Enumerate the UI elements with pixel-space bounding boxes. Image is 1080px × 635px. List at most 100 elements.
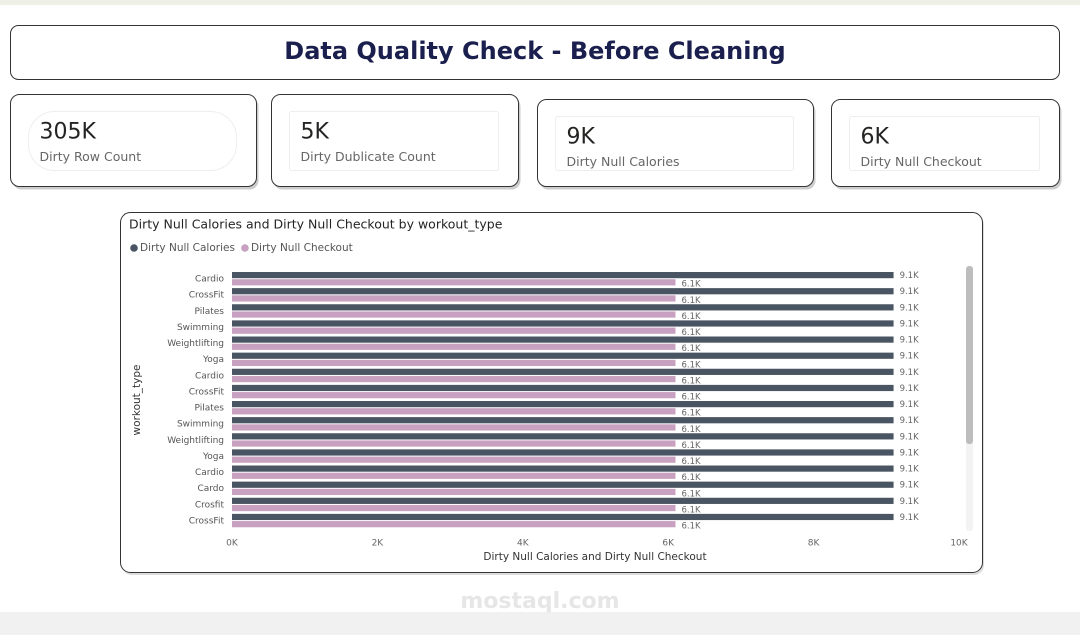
x-tick-label: 10K xyxy=(950,539,968,549)
value-label: 6.1K xyxy=(681,328,701,338)
value-label: 9.1K xyxy=(900,271,920,281)
value-label: 6.1K xyxy=(681,344,701,354)
value-label: 9.1K xyxy=(900,368,920,378)
bar xyxy=(232,424,676,431)
bar xyxy=(232,417,894,424)
x-tick-label: 6K xyxy=(662,539,675,549)
x-tick-label: 2K xyxy=(372,539,385,549)
x-tick-label: 8K xyxy=(808,539,821,549)
legend-label: Dirty Null Calories xyxy=(140,242,235,254)
bar xyxy=(232,408,676,415)
y-tick-label: Crosfit xyxy=(195,500,225,510)
top-strip xyxy=(0,0,1080,5)
value-label: 9.1K xyxy=(900,352,920,362)
value-label: 6.1K xyxy=(681,296,701,306)
y-tick-label: Swimming xyxy=(177,420,224,430)
bar xyxy=(232,272,894,279)
bar xyxy=(232,521,676,528)
value-label: 9.1K xyxy=(900,465,920,475)
chart-title: Dirty Null Calories and Dirty Null Check… xyxy=(129,217,503,232)
value-label: 9.1K xyxy=(900,513,920,523)
card-label: Dirty Null Calories xyxy=(567,154,680,169)
bar xyxy=(232,472,676,479)
bar xyxy=(232,336,894,343)
card xyxy=(271,94,519,187)
bar xyxy=(232,295,676,302)
bar xyxy=(232,456,676,463)
card-label: Dirty Row Count xyxy=(40,149,142,164)
y-tick-label: Yoga xyxy=(202,355,224,365)
watermark: mostaql.com xyxy=(460,589,619,614)
bar xyxy=(232,497,894,504)
card-value: 305K xyxy=(40,120,97,145)
y-tick-label: Pilates xyxy=(194,404,224,414)
y-tick-label: Cardo xyxy=(197,484,224,494)
value-label: 6.1K xyxy=(681,522,701,532)
y-tick-label: Swimming xyxy=(177,323,224,333)
value-label: 9.1K xyxy=(900,416,920,426)
bar xyxy=(232,288,894,295)
bar xyxy=(232,504,676,512)
value-label: 6.1K xyxy=(681,425,701,435)
bar xyxy=(232,433,894,440)
bar xyxy=(232,279,676,286)
scrollbar[interactable] xyxy=(966,266,973,444)
y-tick-label: Yoga xyxy=(202,452,224,462)
y-axis-title: workout_type xyxy=(131,365,143,436)
value-label: 6.1K xyxy=(681,360,701,370)
value-label: 9.1K xyxy=(900,319,920,329)
bottom-strip xyxy=(0,612,1080,635)
bar xyxy=(232,481,894,488)
bar xyxy=(232,513,894,521)
bar xyxy=(232,440,676,447)
legend-marker xyxy=(130,244,138,252)
x-tick-label: 0K xyxy=(226,539,239,549)
y-tick-label: Weightlifting xyxy=(167,436,224,446)
legend-label: Dirty Null Checkout xyxy=(251,242,353,254)
bar xyxy=(232,375,676,383)
cards: 305K Dirty Row Count 5K Dirty Dublicate Cou… xyxy=(10,94,1062,190)
y-tick-label: Cardio xyxy=(195,371,225,381)
value-label: 6.1K xyxy=(681,393,701,403)
card xyxy=(537,99,814,187)
value-label: 6.1K xyxy=(681,376,701,386)
card xyxy=(10,94,257,187)
y-tick-label: CrossFit xyxy=(189,516,225,526)
value-label: 9.1K xyxy=(900,481,920,491)
y-tick-label: Cardio xyxy=(195,468,225,478)
card-label: Dirty Dublicate Count xyxy=(301,149,436,164)
header-box xyxy=(10,25,1060,80)
card-inner xyxy=(849,116,1040,171)
value-label: 6.1K xyxy=(681,441,701,451)
bar xyxy=(232,343,676,350)
x-axis-title: Dirty Null Calories and Dirty Null Check… xyxy=(483,551,706,563)
card-inner xyxy=(289,111,499,171)
card-inner xyxy=(555,116,794,171)
card-value: 9K xyxy=(567,125,596,150)
y-tick-label: CrossFit xyxy=(189,387,225,397)
bar xyxy=(232,384,894,392)
value-label: 6.1K xyxy=(681,409,701,419)
bar xyxy=(232,488,676,496)
card-value: 6K xyxy=(861,125,890,150)
header-title: Data Quality Check - Before Cleaning xyxy=(284,37,785,65)
bar xyxy=(232,320,894,327)
value-label: 6.1K xyxy=(681,280,701,290)
y-tick-label: Cardio xyxy=(195,275,225,285)
bar xyxy=(232,359,676,367)
value-label: 9.1K xyxy=(900,432,920,442)
bar xyxy=(232,449,894,456)
card-inner xyxy=(28,111,237,171)
bar xyxy=(232,327,676,334)
value-label: 9.1K xyxy=(900,303,920,313)
value-label: 9.1K xyxy=(900,448,920,458)
value-label: 6.1K xyxy=(681,457,701,467)
card-value: 5K xyxy=(301,120,330,145)
card-label: Dirty Null Checkout xyxy=(861,154,982,169)
value-label: 6.1K xyxy=(681,473,701,483)
value-label: 9.1K xyxy=(900,497,920,507)
bar xyxy=(232,465,894,472)
bar xyxy=(232,304,894,311)
